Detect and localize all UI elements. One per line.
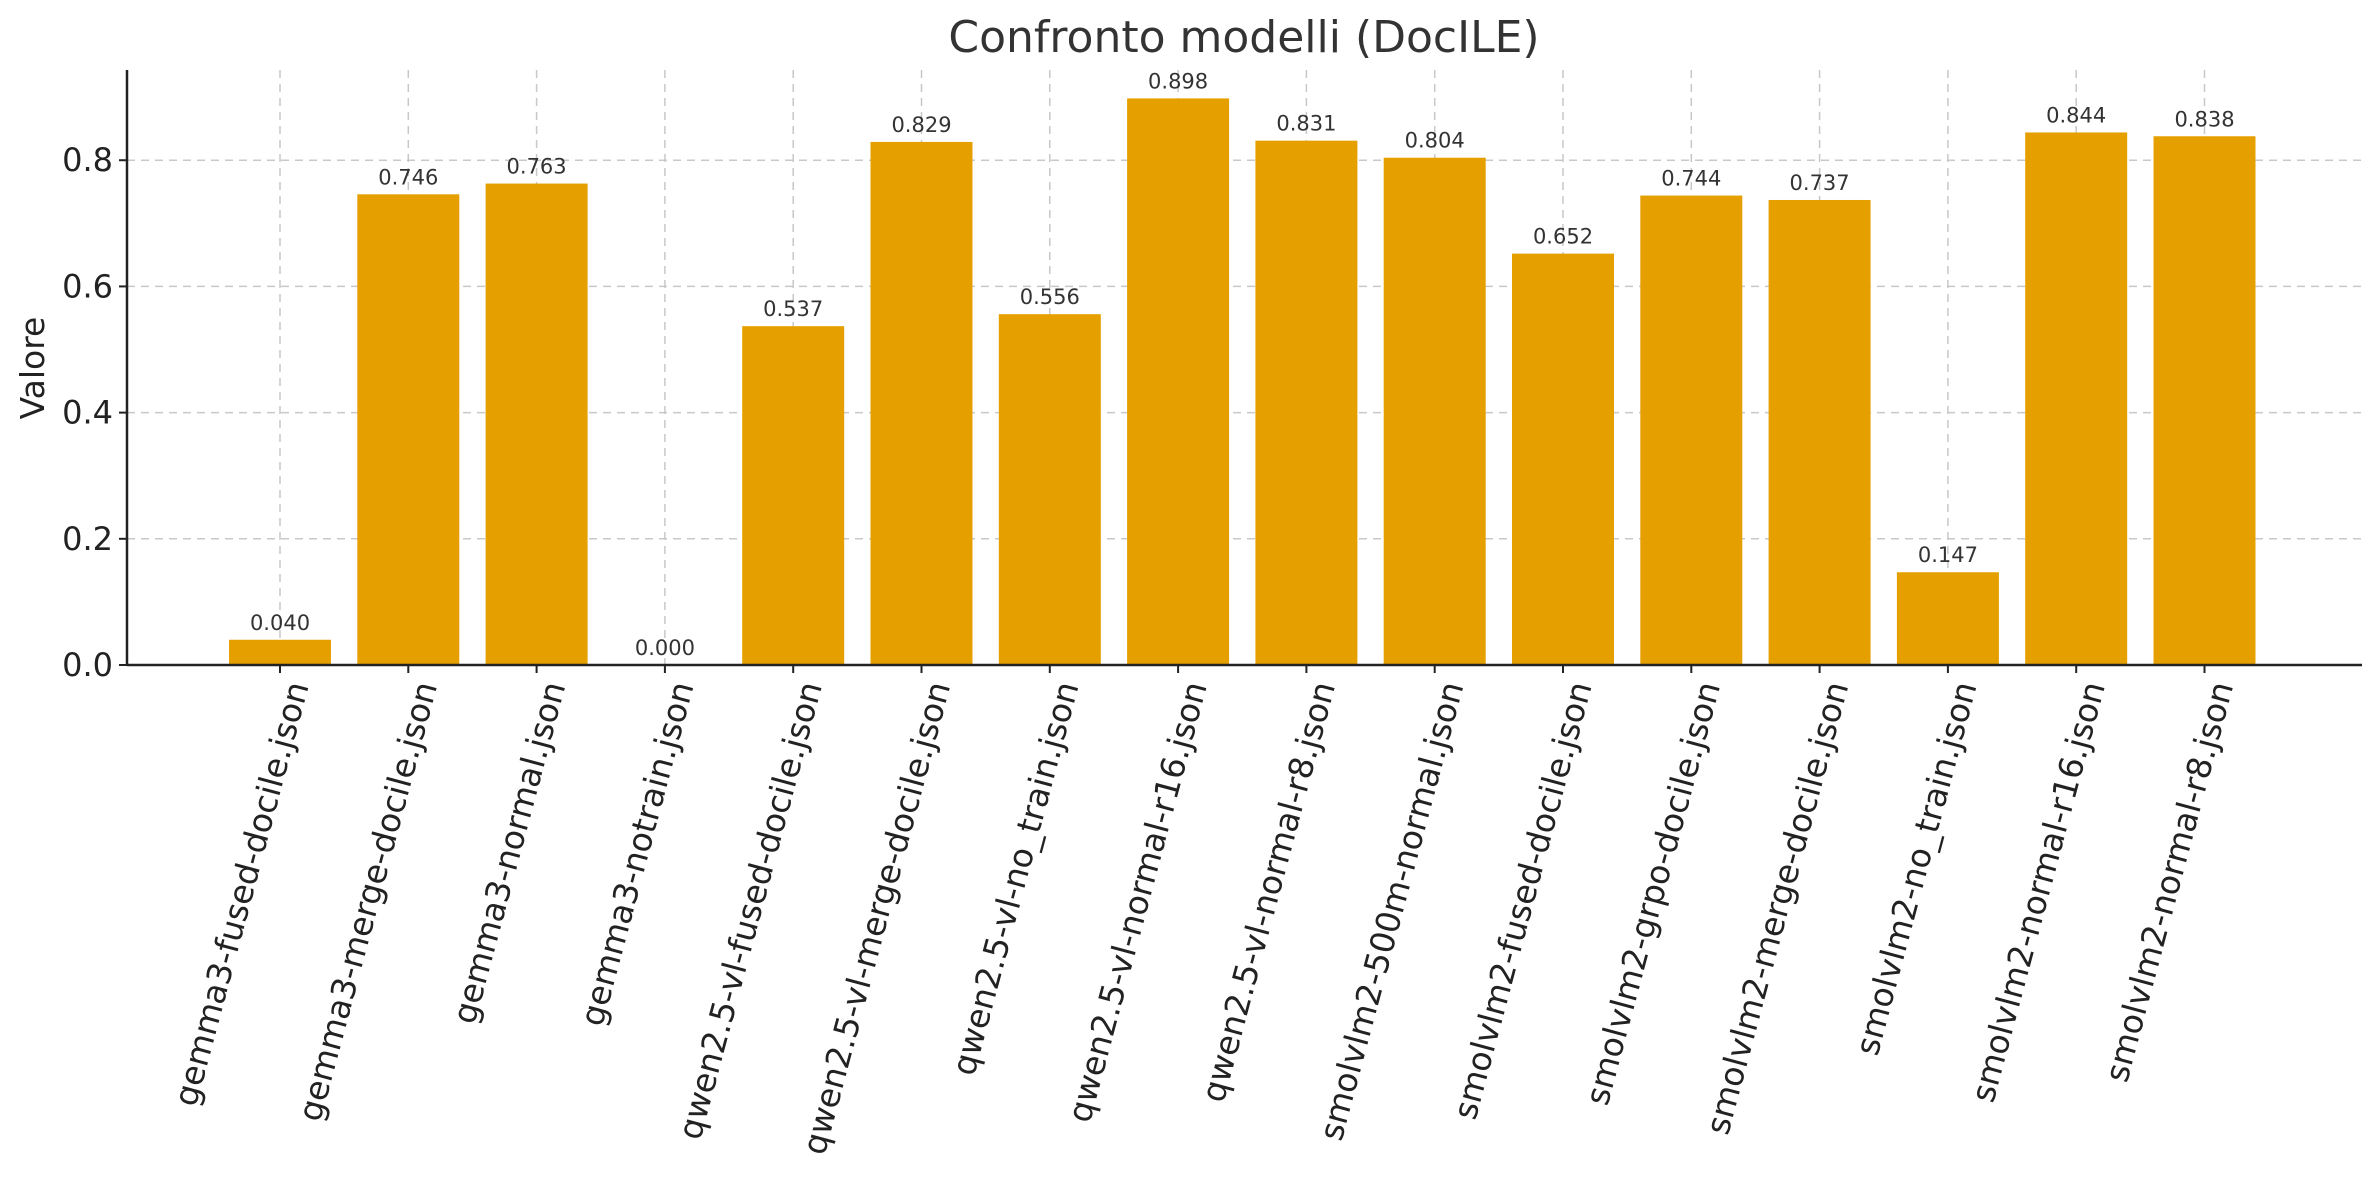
x-tick-label: gemma3-notrain.json (572, 677, 701, 1030)
x-tick-label: smolvlm2-500m-normal.json (1311, 677, 1471, 1144)
x-tick-label: qwen2.5-vl-fused-docile.json (670, 677, 830, 1143)
x-tick-label: smolvlm2-fused-docile.json (1445, 677, 1599, 1123)
y-ticks-layer: 0.0 0.2 0.4 0.6 0.8 (62, 141, 127, 684)
axes-layer (125, 70, 2362, 667)
data-label: 0.537 (763, 297, 823, 321)
data-label: 0.556 (1020, 285, 1080, 309)
bar (1896, 572, 1999, 665)
data-label: 0.000 (635, 636, 695, 660)
x-tick-label: smolvlm2-grpo-docile.json (1577, 677, 1728, 1109)
bar (1640, 195, 1743, 665)
bar (1512, 253, 1614, 665)
bar (1383, 157, 1486, 665)
bar (2153, 136, 2256, 665)
x-tick-label: qwen2.5-vl-normal-r16.json (1060, 677, 1215, 1126)
x-tick-label: smolvlm2-merge-docile.json (1698, 677, 1857, 1138)
data-label: 0.737 (1790, 171, 1850, 195)
data-label: 0.844 (2046, 103, 2106, 127)
x-tick-label: gemma3-fused-docile.json (166, 677, 317, 1110)
bar (2025, 132, 2128, 666)
y-tick-label: 0.0 (62, 646, 113, 684)
data-label: 0.746 (378, 165, 438, 189)
y-axis-label: Valore (13, 317, 52, 420)
x-tick-label: gemma3-merge-docile.json (290, 677, 445, 1125)
bar (485, 183, 588, 665)
x-tick-label: gemma3-normal.json (444, 677, 573, 1027)
data-label: 0.829 (891, 113, 951, 137)
data-label: 0.804 (1405, 129, 1465, 153)
x-tick-label: smolvlm2-normal-r8.json (2097, 677, 2241, 1086)
data-labels-layer: 0.040 0.746 0.763 0.000 0.537 0.829 0.556 0.898… (250, 69, 2235, 660)
x-tick-label: smolvlm2-normal-r16.json (1963, 677, 2113, 1106)
y-tick-label: 0.4 (62, 394, 113, 432)
y-tick-label: 0.2 (62, 520, 113, 558)
bar (357, 194, 460, 665)
x-tick-label: smolvlm2-no_train.json (1847, 677, 1984, 1059)
y-tick-label: 0.8 (62, 141, 113, 179)
x-tick-label: qwen2.5-vl-no_train.json (944, 677, 1087, 1079)
data-label: 0.831 (1276, 112, 1336, 136)
y-tick-label: 0.6 (62, 267, 113, 305)
data-label: 0.040 (250, 611, 310, 635)
bar (1127, 98, 1230, 665)
x-tick-label: qwen2.5-vl-normal-r8.json (1193, 677, 1343, 1106)
bar (1255, 140, 1358, 665)
x-ticks-layer: gemma3-fused-docile.jsongemma3-merge-doc… (166, 665, 2241, 1159)
data-label: 0.838 (2174, 107, 2234, 131)
data-label: 0.744 (1661, 167, 1721, 191)
bar (1768, 199, 1871, 665)
bar (742, 326, 845, 665)
chart-title: Confronto modelli (DocILE) (948, 12, 1539, 63)
data-label: 0.898 (1148, 69, 1208, 93)
bar (998, 314, 1101, 665)
data-label: 0.763 (507, 155, 567, 179)
bars-layer (229, 98, 2256, 666)
data-label: 0.147 (1918, 543, 1978, 567)
data-label: 0.652 (1533, 225, 1593, 249)
bar (870, 141, 973, 666)
x-tick-label: qwen2.5-vl-merge-docile.json (794, 677, 958, 1158)
bar (229, 639, 331, 665)
